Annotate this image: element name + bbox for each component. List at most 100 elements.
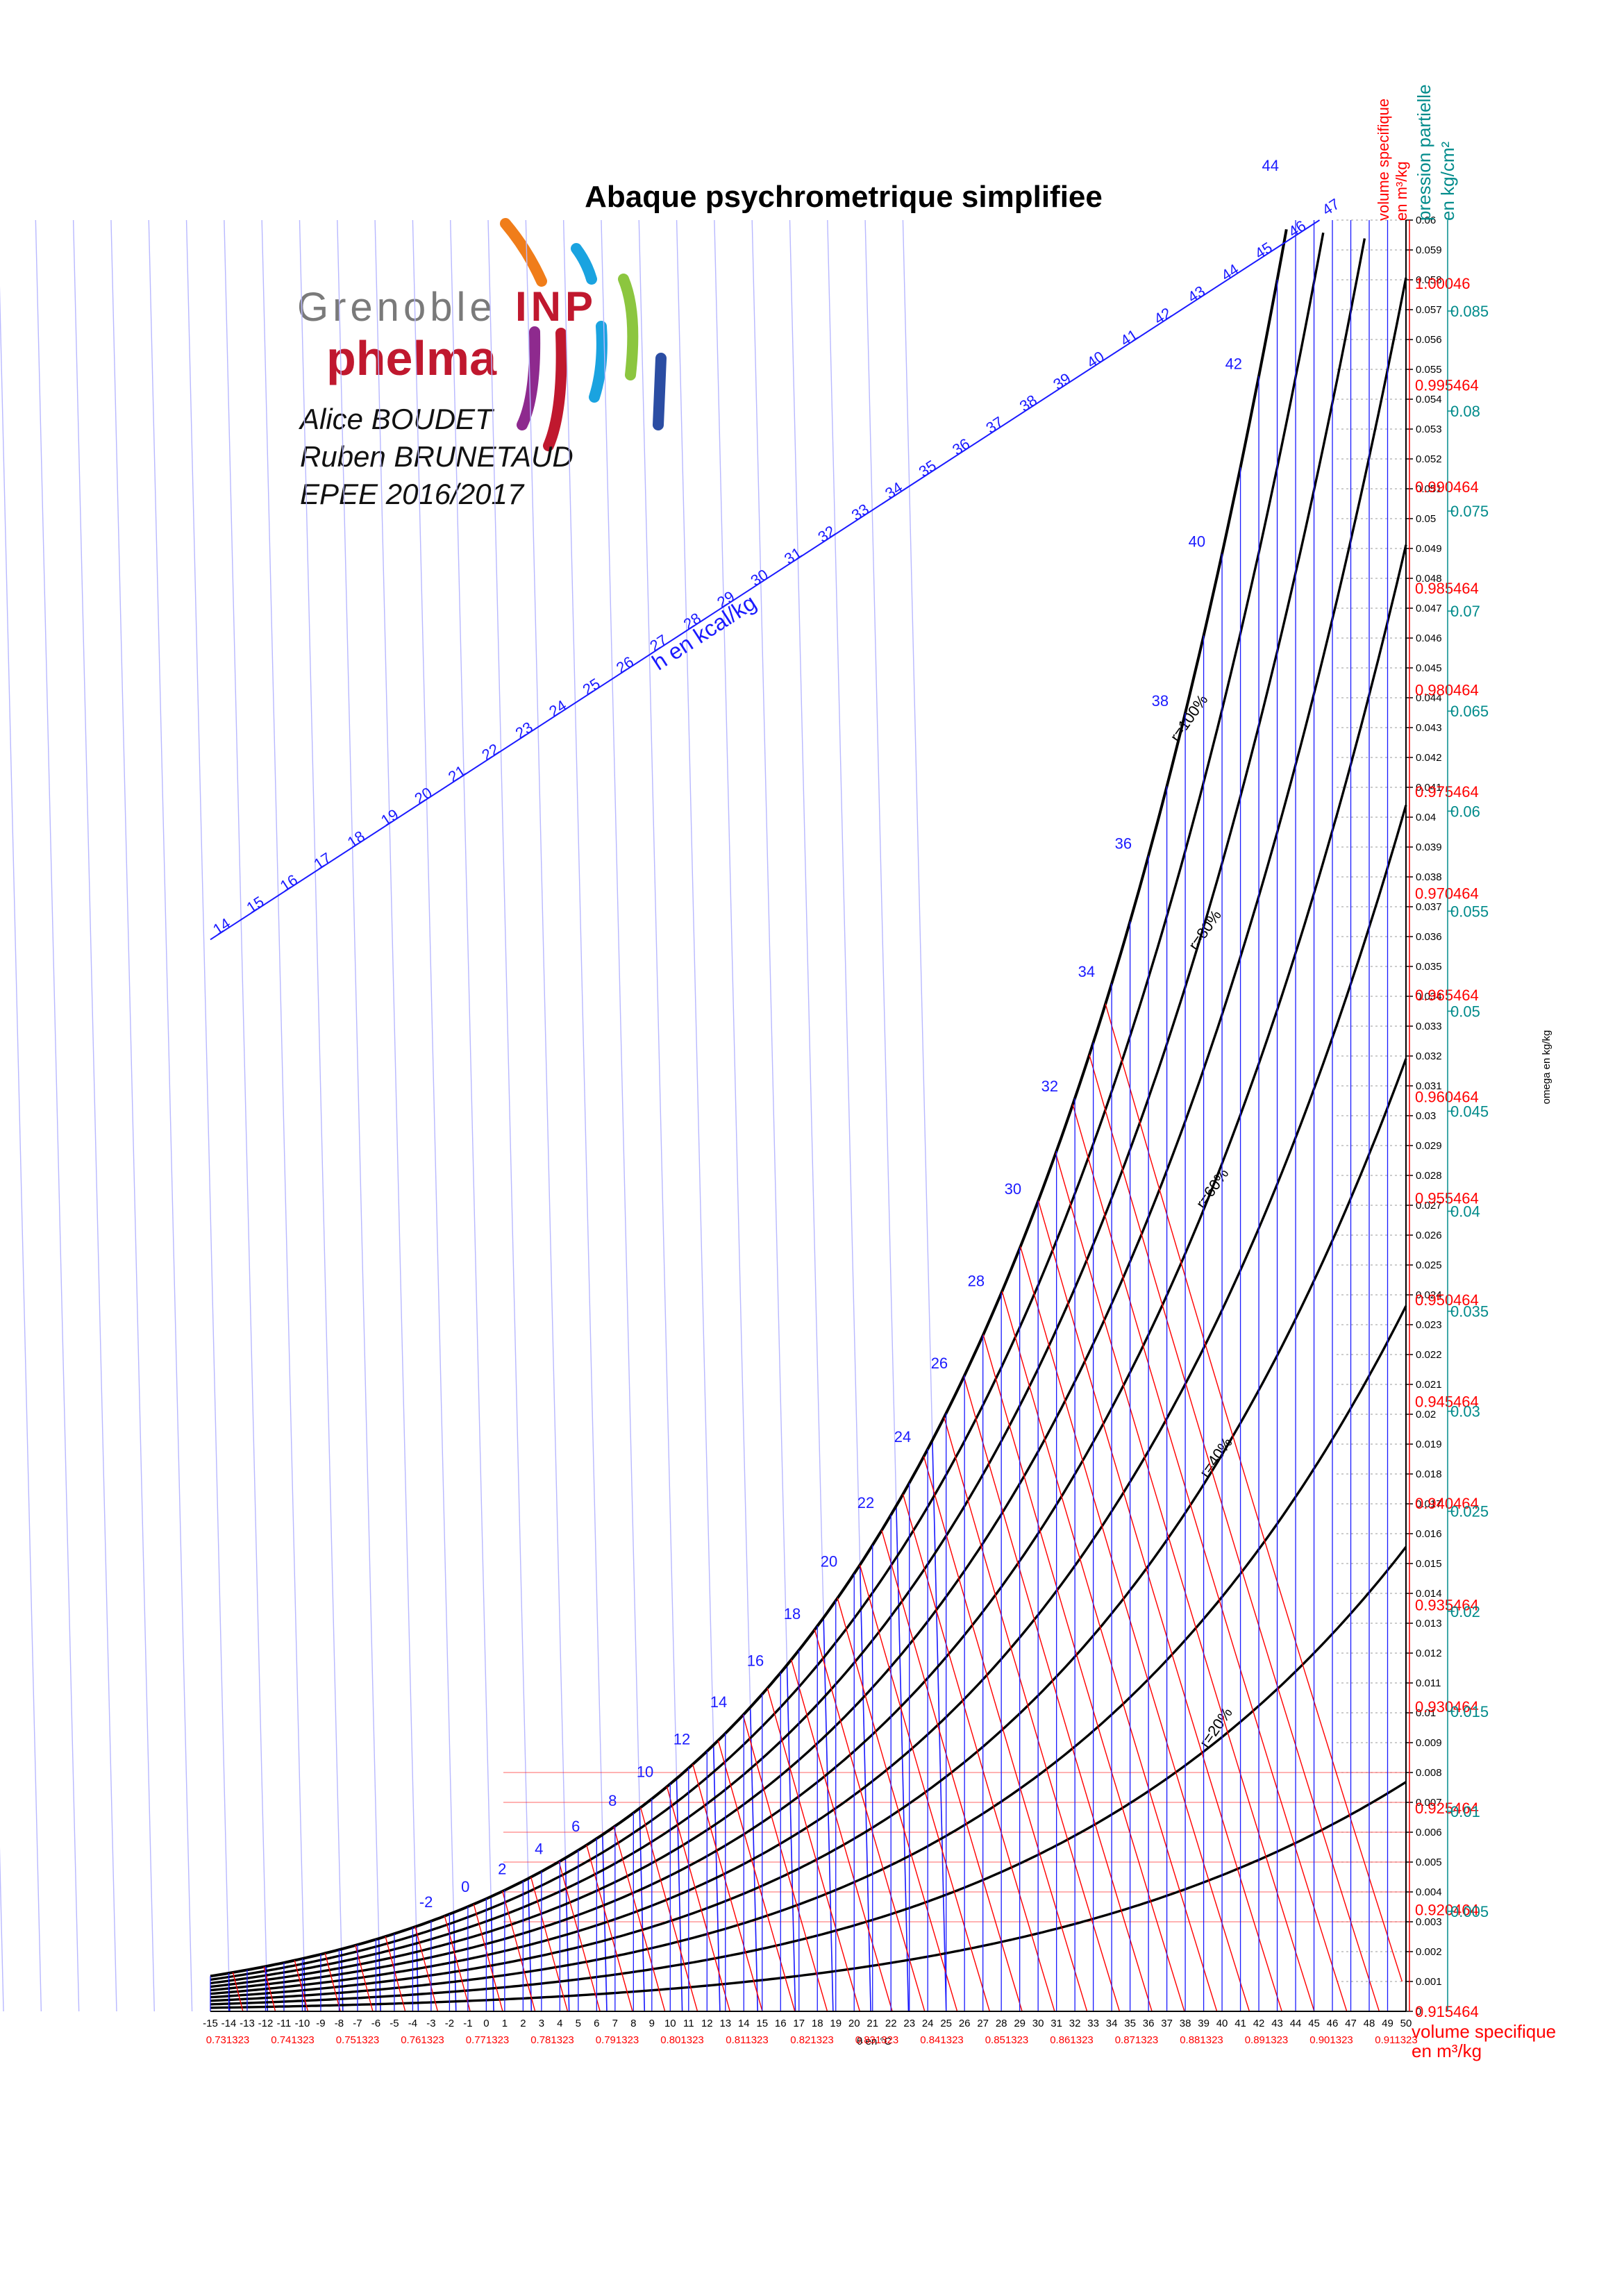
x-tick-label: 45: [1308, 2018, 1320, 2029]
volume-right-tick: 0.940464: [1415, 1495, 1479, 1512]
specific-volume-line: [539, 249, 1023, 2011]
enthalpy-line-faint: [601, 219, 645, 2012]
y-tick-label: 0.058: [1416, 274, 1442, 286]
author-1: Alice BOUDET: [298, 403, 495, 435]
enthalpy-tick-label: 23: [512, 719, 536, 742]
enthalpy-tick-label: 15: [244, 893, 267, 916]
y-tick-label: 0.001: [1416, 1976, 1442, 1988]
y-tick-label: 0.01: [1416, 1707, 1436, 1719]
x-tick-label: 3: [539, 2018, 544, 2029]
logo-green-arc: [618, 274, 639, 380]
pressure-tick-label: 0.05: [1450, 1003, 1480, 1020]
plot-area: r=100%r=80%r=60%r=40%r=20%-2024681012141…: [0, 84, 1556, 2061]
y-tick-label: 0.019: [1416, 1439, 1442, 1450]
y-tick-label: 0.002: [1416, 1946, 1442, 1958]
specific-volume-line: [210, 488, 601, 2011]
author-2: Ruben BRUNETAUD: [300, 440, 574, 473]
x-tick-label: 47: [1345, 2018, 1357, 2029]
wet-bulb-label: 30: [1005, 1180, 1021, 1198]
y-tick-label: 0.045: [1416, 662, 1442, 674]
enthalpy-tick-label: 31: [781, 544, 805, 567]
volume-bottom-tick: 0.741323: [271, 2034, 315, 2046]
x-tick-label: -4: [408, 2018, 417, 2029]
y-tick-label: 0.038: [1416, 871, 1442, 883]
volume-bottom-tick: 0.851323: [985, 2034, 1029, 2046]
x-tick-label: -6: [371, 2018, 380, 2029]
pressure-tick-label: 0.08: [1450, 403, 1480, 420]
pressure-tick-label: 0.055: [1450, 903, 1489, 920]
y-tick-label: 0.04: [1416, 812, 1436, 823]
grenoble-inp-phelma-logo: Grenoble INP phelma: [297, 218, 667, 451]
x-tick-label: 8: [630, 2018, 636, 2029]
x-tick-label: 16: [775, 2018, 787, 2029]
y-tick-label: 0.049: [1416, 543, 1442, 555]
y-tick-label: 0.009: [1416, 1737, 1442, 1749]
logo-orange-arc: [500, 218, 547, 287]
x-tick-label: -13: [240, 2018, 255, 2029]
x-tick-label: -14: [221, 2018, 237, 2029]
y-tick-label: 0.024: [1416, 1289, 1442, 1301]
pressure-tick-label: 0.04: [1450, 1203, 1480, 1221]
x-tick-label: 43: [1271, 2018, 1283, 2029]
enthalpy-tick-label: 34: [882, 478, 905, 502]
enthalpy-axis-line: [210, 219, 1321, 941]
x-tick-label: 4: [557, 2018, 562, 2029]
y-tick-label: 0.021: [1416, 1379, 1442, 1391]
y-tick-label: 0.032: [1416, 1050, 1442, 1062]
rh-curve-50: [210, 805, 1407, 1995]
specific-volume-line: [747, 249, 1250, 2011]
rh-curve-10: [210, 1781, 1407, 2009]
rh-label-20: r=20%: [1196, 1704, 1236, 1751]
rh-label-80: r=80%: [1185, 907, 1225, 953]
enthalpy-line-faint: [450, 219, 494, 2012]
rh-label-60: r=60%: [1192, 1165, 1232, 1212]
volume-bottom-tick: 0.781323: [530, 2034, 574, 2046]
y-tick-label: 0.048: [1416, 573, 1442, 585]
enthalpy-line-faint: [562, 219, 608, 2012]
y-tick-label: 0.044: [1416, 692, 1442, 704]
x-tick-label: -9: [316, 2018, 325, 2029]
specific-volume-line: [273, 249, 730, 2011]
pressure-tick-label: 0.025: [1450, 1503, 1489, 1520]
enthalpy-tick-label: 40: [1084, 348, 1107, 371]
rh-curve-60: [210, 544, 1407, 1992]
enthalpy-tick-label: 25: [580, 675, 603, 698]
pressure-tick-label: 0.01: [1450, 1803, 1480, 1820]
logo-navy-bar: [653, 353, 667, 430]
volume-right-tick: 0.970464: [1415, 885, 1479, 902]
x-tick-label: 13: [719, 2018, 731, 2029]
y-tick-label: 0.015: [1416, 1558, 1442, 1570]
volume-bottom-tick: 0.841323: [920, 2034, 964, 2046]
logo-red-arc: [543, 328, 567, 451]
volume-bottom-tick: 0.771323: [466, 2034, 510, 2046]
volume-right-tick: 0.985464: [1415, 580, 1479, 597]
rh-curve-20: [210, 1546, 1407, 2006]
volume-bottom-tick: 0.881323: [1180, 2034, 1223, 2046]
y-tick-label: 0.054: [1416, 394, 1442, 405]
wet-bulb-label: 42: [1225, 355, 1242, 373]
rh-curve-40: [210, 1058, 1407, 1999]
logo-grenoble-text: Grenoble: [297, 285, 496, 330]
pressure-tick-label: 0.06: [1450, 803, 1480, 820]
y-tick-label: 0.037: [1416, 901, 1442, 913]
y-tick-label: 0: [1416, 2006, 1421, 2018]
enthalpy-line-faint: [638, 219, 683, 2012]
x-tick-label: 23: [903, 2018, 915, 2029]
y-tick-label: 0.013: [1416, 1618, 1442, 1629]
specific-volume-line: [510, 249, 990, 2011]
y-tick-label: 0.026: [1416, 1230, 1442, 1241]
volume-bottom-tick: 0.821323: [790, 2034, 834, 2046]
x-tick-label: 20: [848, 2018, 860, 2029]
volume-right-tick: 0.975464: [1415, 783, 1479, 801]
x-tick-label: 9: [649, 2018, 655, 2029]
x-tick-label: -12: [258, 2018, 274, 2029]
x-tick-label: 50: [1400, 2018, 1412, 2029]
y-tick-label: 0.008: [1416, 1767, 1442, 1779]
x-tick-label: 1: [502, 2018, 508, 2029]
volume-right-tick: 0.995464: [1415, 376, 1479, 394]
y-tick-label: 0.011: [1416, 1677, 1441, 1689]
volume-bottom-tick: 0.861323: [1050, 2034, 1094, 2046]
wet-bulb-label: -2: [419, 1893, 433, 1911]
volume-bottom-tick: 0.751323: [336, 2034, 380, 2046]
wet-bulb-label: 0: [461, 1878, 469, 1895]
